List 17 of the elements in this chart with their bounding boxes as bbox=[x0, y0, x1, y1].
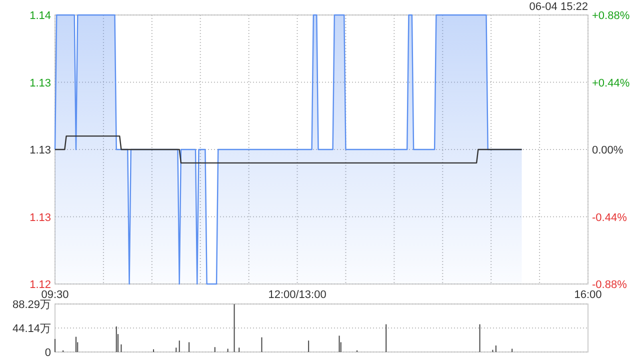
ytick: 1.13 bbox=[30, 77, 51, 90]
ytick: 88.29万 bbox=[12, 299, 51, 311]
annotation: 06-04 15:22 bbox=[529, 1, 588, 13]
ytick: 1.13 bbox=[30, 212, 51, 224]
xtick: 12:00/13:00 bbox=[268, 289, 326, 301]
ytick: 1.13 bbox=[30, 144, 51, 156]
xtick: 16:00 bbox=[574, 289, 602, 301]
ytick: 0 bbox=[44, 347, 51, 359]
y2tick: -0.44% bbox=[592, 212, 627, 224]
y2tick: -0.88% bbox=[592, 279, 627, 291]
ytick: 1.12 bbox=[30, 279, 51, 291]
y2tick: +0.44% bbox=[592, 77, 630, 90]
xtick: 09:30 bbox=[41, 289, 69, 301]
ytick: 1.14 bbox=[30, 10, 51, 22]
y2tick: 0.00% bbox=[592, 144, 624, 156]
ytick: 44.14万 bbox=[12, 323, 51, 335]
y2tick: +0.88% bbox=[592, 10, 630, 22]
